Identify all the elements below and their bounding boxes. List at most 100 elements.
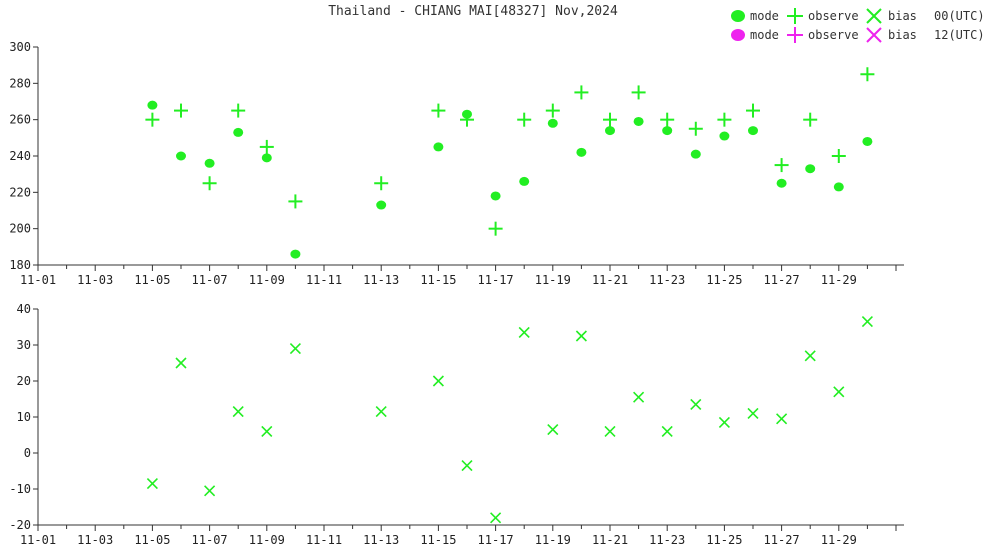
legend-mode-label: mode: [750, 28, 779, 42]
top-observe-point: [574, 85, 589, 100]
legend-observe-label: observe: [808, 28, 859, 42]
bottom-bias-point: [633, 391, 645, 403]
x-b: [289, 343, 301, 355]
top-y-tick-label: 200: [9, 222, 31, 236]
bottom-y-tick-label: 10: [17, 410, 31, 424]
top-x-tick-label: 11-19: [535, 273, 571, 287]
bottom-bias-point: [289, 343, 301, 355]
legend-mode-marker: [731, 29, 745, 41]
top-mode-point: [490, 191, 501, 201]
bottom-bias-point: [833, 386, 845, 398]
top-mode-point: [719, 131, 730, 141]
top-x-tick-label: 11-27: [764, 273, 800, 287]
x-b: [804, 350, 816, 362]
x-b: [718, 416, 730, 428]
top-mode-point: [662, 126, 673, 136]
top-x-tick-label: 11-29: [821, 273, 857, 287]
x-b: [747, 407, 759, 419]
bottom-bias-point: [718, 416, 730, 428]
bottom-x-tick-label: 11-27: [764, 533, 800, 547]
top-x-tick-label: 11-03: [77, 273, 113, 287]
top-observe-point: [860, 67, 875, 82]
top-observe-point: [460, 112, 474, 127]
legend-time-label: 12(UTC): [934, 28, 985, 42]
top-x-tick-label: 11-05: [134, 273, 170, 287]
bottom-y-tick-label: -20: [9, 518, 31, 532]
top-mode-point: [776, 178, 787, 188]
top-observe-point: [174, 103, 188, 118]
bottom-bias-point: [861, 316, 873, 328]
bottom-bias-point: [661, 425, 673, 437]
top-x-tick-label: 11-17: [478, 273, 514, 287]
legend-mode-label: mode: [750, 9, 779, 23]
top-mode-point: [748, 126, 758, 136]
bottom-y-tick-label: 30: [17, 338, 31, 352]
top-mode-point: [833, 182, 844, 192]
bottom-x-tick-label: 11-07: [192, 533, 228, 547]
bottom-y-tick-label: 0: [24, 446, 31, 460]
bottom-bias-point: [232, 406, 244, 418]
x-b: [604, 425, 616, 437]
top-observe-point: [803, 112, 818, 127]
bottom-panel-bias: -20 -10 0 10 20 30 40 11-01 11-03 11-05 11-07 11-09…: [9, 302, 904, 547]
top-x-tick-label: 11-01: [20, 273, 56, 287]
x-b: [146, 478, 158, 490]
top-x-tick-label: 11-09: [249, 273, 285, 287]
x-b: [204, 485, 216, 497]
legend-observe-marker: [787, 27, 803, 43]
top-x-tick-label: 11-11: [306, 273, 342, 287]
x-b: [432, 375, 444, 387]
top-observe-point: [660, 112, 675, 127]
top-mode-point: [690, 149, 701, 159]
bottom-y-tick-label: -10: [9, 482, 31, 496]
top-observe-point: [545, 103, 560, 118]
top-mode-point: [433, 142, 444, 152]
bottom-bias-point: [432, 375, 444, 387]
top-observe-point: [145, 112, 160, 127]
bottom-x-tick-label: 11-23: [649, 533, 685, 547]
x-b: [261, 425, 273, 437]
bottom-y-tick-label: 40: [17, 302, 31, 316]
top-mode-point: [204, 158, 215, 168]
top-mode-point: [547, 118, 558, 128]
legend-time-label: 00(UTC): [934, 9, 985, 23]
bottom-bias-point: [146, 478, 158, 490]
top-mode-point: [576, 147, 587, 157]
top-y-tick-label: 260: [9, 113, 31, 127]
x-b: [232, 406, 244, 418]
top-mode-point: [176, 151, 186, 161]
x-b: [866, 27, 882, 43]
legend-bias-label: bias: [888, 9, 917, 23]
top-observe-point: [517, 112, 532, 127]
bottom-x-tick-label: 11-13: [363, 533, 399, 547]
top-y-tick-label: 180: [9, 258, 31, 272]
x-b: [575, 330, 587, 342]
bottom-x-tick-label: 11-11: [306, 533, 342, 547]
x-b: [833, 386, 845, 398]
top-y-tick-label: 300: [9, 40, 31, 54]
x-b: [547, 424, 559, 436]
legend-mode-marker: [731, 10, 745, 22]
bottom-x-tick-label: 11-29: [821, 533, 857, 547]
x-b: [461, 460, 473, 472]
bottom-y-tick-label: 20: [17, 374, 31, 388]
top-mode-point: [290, 249, 301, 259]
top-y-tick-label: 280: [9, 76, 31, 90]
top-mode-point: [519, 176, 530, 186]
x-b: [490, 512, 502, 524]
bottom-x-tick-label: 11-01: [20, 533, 56, 547]
top-x-tick-label: 11-25: [706, 273, 742, 287]
bottom-x-tick-label: 11-09: [249, 533, 285, 547]
top-observe-point: [746, 103, 760, 118]
bottom-x-tick-label: 11-15: [420, 533, 456, 547]
top-panel-mode-observe: 180 200 220 240 260 280 300 11-01 11-03 11-05 11-0…: [9, 40, 904, 287]
top-observe-point: [688, 121, 703, 136]
bottom-bias-point: [747, 407, 759, 419]
top-x-tick-label: 11-21: [592, 273, 628, 287]
x-b: [866, 8, 882, 24]
top-observe-point: [288, 194, 303, 209]
bottom-bias-point: [690, 398, 702, 410]
top-mode-point: [261, 153, 272, 163]
top-x-tick-label: 11-13: [363, 273, 399, 287]
bottom-bias-point: [175, 357, 187, 369]
